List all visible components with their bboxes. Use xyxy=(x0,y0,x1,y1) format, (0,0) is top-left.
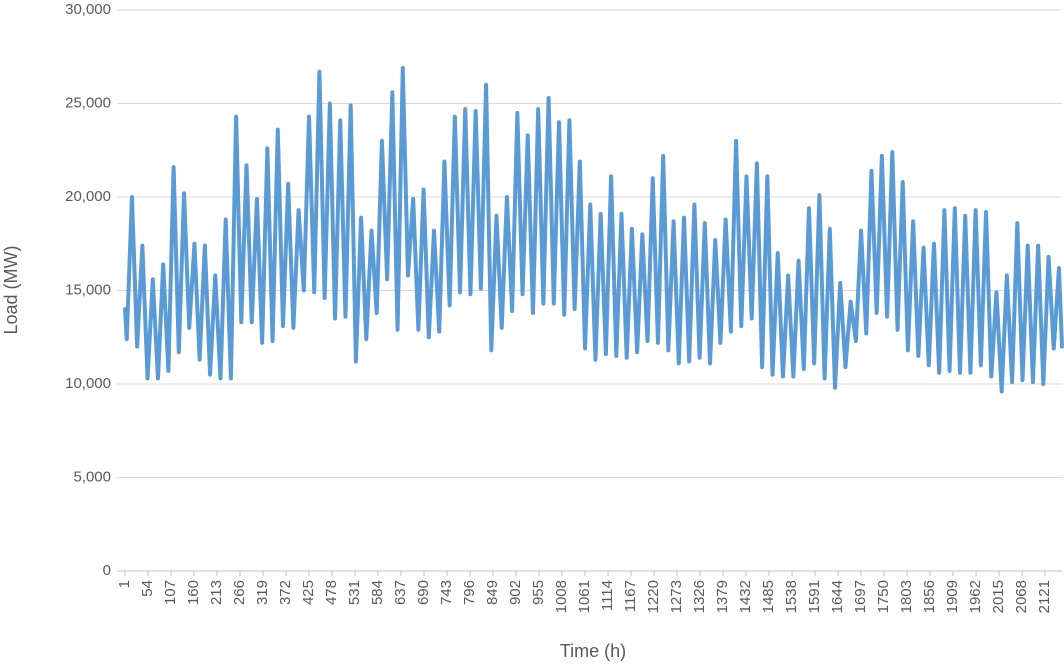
x-axis-title: Time (h) xyxy=(560,641,626,661)
x-tick-label: 160 xyxy=(185,580,202,605)
x-tick-label: 1273 xyxy=(668,580,685,613)
x-tick-label: 1 xyxy=(116,580,133,588)
x-tick-label: 425 xyxy=(300,580,317,605)
x-tick-label: 54 xyxy=(139,580,156,597)
x-tick-label: 690 xyxy=(415,580,432,605)
y-tick-label: 10,000 xyxy=(65,375,111,392)
y-tick-label: 15,000 xyxy=(65,281,111,298)
x-tick-label: 743 xyxy=(438,580,455,605)
x-tick-label: 1591 xyxy=(806,580,823,613)
x-tick-label: 1538 xyxy=(783,580,800,613)
x-tick-label: 1061 xyxy=(576,580,593,613)
x-tick-label: 2015 xyxy=(990,580,1007,613)
x-tick-label: 902 xyxy=(507,580,524,605)
x-tick-label: 1008 xyxy=(553,580,570,613)
x-tick-label: 1167 xyxy=(622,580,639,612)
x-tick-label: 1220 xyxy=(645,580,662,613)
x-tick-label: 531 xyxy=(346,580,363,605)
x-tick-label: 1803 xyxy=(898,580,915,613)
x-tick-label: 1432 xyxy=(737,580,754,613)
x-tick-label: 1114 xyxy=(599,580,616,611)
x-tick-label: 372 xyxy=(277,580,294,605)
x-tick-label: 1326 xyxy=(691,580,708,613)
x-tick-label: 2068 xyxy=(1013,580,1030,613)
x-tick-label: 1379 xyxy=(714,580,731,613)
x-tick-label: 849 xyxy=(484,580,501,605)
x-tick-label: 955 xyxy=(530,580,547,605)
x-tick-label: 1909 xyxy=(944,580,961,613)
x-tick-label: 637 xyxy=(392,580,409,605)
y-tick-label: 5,000 xyxy=(73,468,111,485)
y-axis-title: Load (MW) xyxy=(1,245,21,334)
x-tick-label: 107 xyxy=(162,580,179,605)
y-tick-label: 30,000 xyxy=(65,1,111,18)
x-tick-label: 478 xyxy=(323,580,340,605)
x-tick-label: 2121 xyxy=(1036,580,1053,613)
x-tick-label: 319 xyxy=(254,580,271,605)
x-tick-label: 266 xyxy=(231,580,248,605)
x-tick-label: 1644 xyxy=(829,580,846,613)
y-tick-label: 25,000 xyxy=(65,94,111,111)
x-tick-label: 1697 xyxy=(852,580,869,613)
x-tick-label: 213 xyxy=(208,580,225,605)
y-tick-label: 20,000 xyxy=(65,188,111,205)
x-tick-label: 1750 xyxy=(875,580,892,613)
x-tick-label: 796 xyxy=(461,580,478,605)
x-tick-label: 584 xyxy=(369,580,386,605)
y-tick-label: 0 xyxy=(103,562,111,579)
x-tick-label: 1962 xyxy=(967,580,984,613)
load-line xyxy=(123,65,1064,394)
x-tick-label: 1856 xyxy=(921,580,938,613)
x-tick-label: 1485 xyxy=(760,580,777,613)
